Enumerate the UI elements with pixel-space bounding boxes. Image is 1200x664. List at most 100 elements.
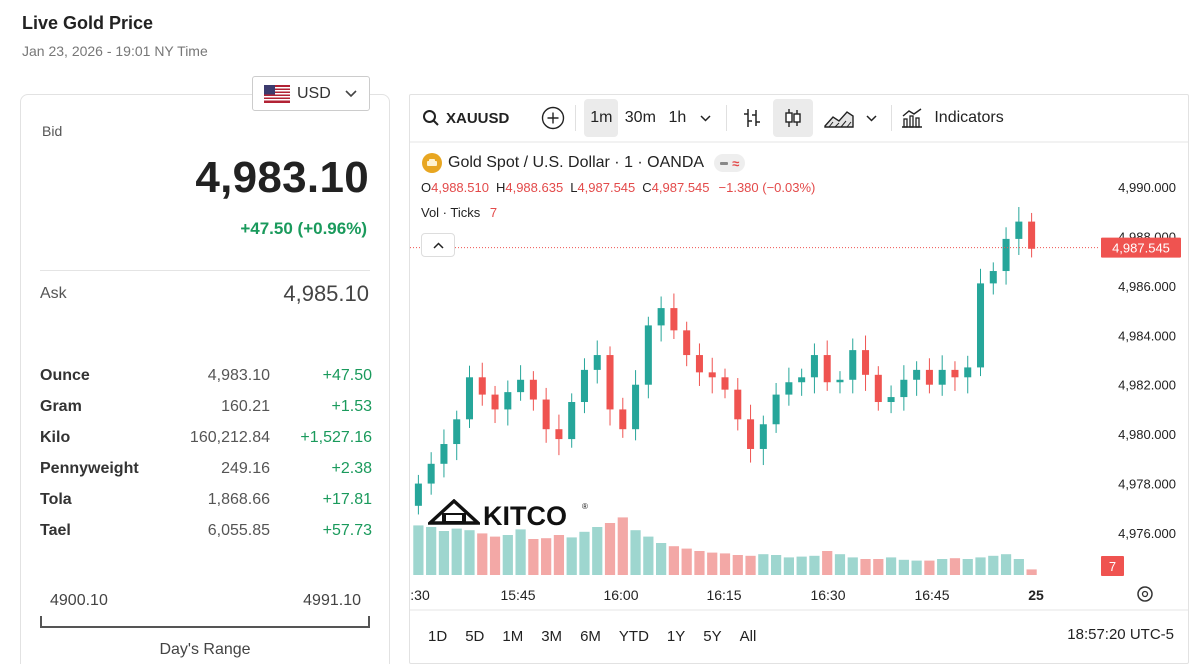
symbol-search-button[interactable]: XAUUSD xyxy=(422,99,509,137)
candle-body xyxy=(414,483,422,506)
unit-row: Gram 160.21 +1.53 xyxy=(40,391,372,422)
volume-bar xyxy=(796,556,807,575)
range-button[interactable]: 5Y xyxy=(703,627,722,645)
candle-body xyxy=(542,399,550,430)
bar-style-button[interactable] xyxy=(735,99,769,137)
unit-price: 249.16 xyxy=(221,459,270,477)
candle-body xyxy=(529,379,537,400)
legend-toggle[interactable]: ≈ xyxy=(714,154,746,172)
volume-bar xyxy=(515,529,526,575)
candle-body xyxy=(1002,238,1010,272)
range-button[interactable]: 1Y xyxy=(666,627,686,645)
candle-body xyxy=(913,369,921,380)
unit-change: +57.73 xyxy=(322,521,372,539)
day-range-label: Day's Range xyxy=(159,641,251,658)
candle-body xyxy=(887,397,895,403)
interval-1h-button[interactable]: 1h xyxy=(662,99,692,137)
candle-body xyxy=(951,369,959,378)
volume-bar xyxy=(553,535,565,575)
currency-label: USD xyxy=(297,84,331,102)
candle-body xyxy=(504,392,512,410)
area-style-button[interactable] xyxy=(819,99,859,137)
range-button[interactable]: 3M xyxy=(541,627,563,645)
interval-30m-button[interactable]: 30m xyxy=(618,99,662,137)
range-button[interactable]: 6M xyxy=(580,627,601,645)
chevron-down-icon xyxy=(345,87,357,101)
ohlc-bars-icon xyxy=(744,109,761,127)
chart-clock: 18:57:20 UTC-5 xyxy=(1067,626,1174,643)
gold-price-panel: Bid 4,983.10 +47.50 (+0.96%) Ask 4,985.1… xyxy=(20,94,390,664)
interval-1m-button[interactable]: 1m xyxy=(584,99,619,137)
price-chart[interactable]: 4,990.0004,988.0004,986.0004,984.0004,98… xyxy=(410,95,1189,664)
day-range-bar xyxy=(40,616,370,628)
volume-bar xyxy=(451,528,462,575)
chevron-down-icon xyxy=(700,114,711,122)
range-button[interactable]: 5D xyxy=(465,627,485,645)
interval-dropdown-button[interactable] xyxy=(692,99,718,137)
volume-bar xyxy=(975,557,986,575)
volume-value: 7 xyxy=(489,205,498,220)
volume-bar xyxy=(592,527,603,575)
unit-price: 4,983.10 xyxy=(207,366,270,384)
candle-body xyxy=(976,283,985,368)
unit-change: +2.38 xyxy=(331,459,372,477)
x-tick-label: 15:45 xyxy=(500,587,535,603)
unit-row: Pennyweight 249.16 +2.38 xyxy=(40,453,372,484)
volume-bar xyxy=(898,559,909,575)
range-button[interactable]: 1D xyxy=(428,627,448,645)
volume-bar xyxy=(834,554,846,575)
volume-bar xyxy=(502,535,513,575)
candle-body xyxy=(989,271,997,284)
volume-bar xyxy=(617,517,628,575)
unit-change: +1,527.16 xyxy=(300,428,372,446)
candle-body xyxy=(427,463,435,484)
interval-label: 30m xyxy=(624,109,656,126)
range-button[interactable]: All xyxy=(739,627,757,645)
symbol-title: Gold Spot / U.S. Dollar · 1 · OANDA xyxy=(448,154,705,171)
volume-bar xyxy=(1013,559,1024,575)
compare-symbol-button[interactable] xyxy=(539,99,567,137)
candle-body xyxy=(568,402,576,440)
candle-body xyxy=(874,374,882,403)
last-price-tag xyxy=(1101,237,1181,258)
x-tick-label: 16:00 xyxy=(603,587,638,603)
chart-style-dropdown[interactable] xyxy=(859,99,883,137)
unit-row: Tola 1,868.66 +17.81 xyxy=(40,484,372,515)
open-label: O xyxy=(421,180,432,195)
currency-select[interactable]: USD xyxy=(252,76,370,111)
collapse-legend-button[interactable] xyxy=(421,233,455,257)
unit-name: Gram xyxy=(40,397,82,415)
candle-body xyxy=(747,419,755,449)
volume-bar xyxy=(681,548,692,575)
volume-legend: Vol · Ticks 7 xyxy=(421,205,497,220)
page-title: Live Gold Price xyxy=(22,13,154,33)
range-button[interactable]: 1M xyxy=(502,627,524,645)
x-tick-label: 16:15 xyxy=(706,587,741,603)
x-tick-label: 25 xyxy=(1028,587,1044,603)
y-tick-label: 4,976.000 xyxy=(1118,526,1176,541)
toolbar-divider xyxy=(891,105,893,131)
unit-name: Tola xyxy=(40,490,72,508)
volume-bar xyxy=(566,537,577,575)
volume-bar xyxy=(694,551,705,575)
indicators-button[interactable]: Indicators xyxy=(900,99,1004,137)
candle-body xyxy=(695,355,703,373)
unit-name: Pennyweight xyxy=(40,459,139,477)
volume-bar xyxy=(885,557,897,575)
candle-body xyxy=(823,355,831,383)
candle-body xyxy=(478,377,486,395)
chart-settings-icon[interactable] xyxy=(1137,586,1153,602)
candle-body xyxy=(580,369,588,403)
candle-body xyxy=(798,377,806,383)
volume-bar xyxy=(809,555,820,575)
candle-body xyxy=(606,355,614,410)
ohlc-legend: O4,988.510 H4,988.635 L4,987.545 C4,987.… xyxy=(421,180,815,195)
candle-style-button[interactable] xyxy=(773,99,814,137)
range-button[interactable]: YTD xyxy=(618,627,649,645)
volume-bar xyxy=(707,552,718,575)
day-range-high: 4991.10 xyxy=(303,592,361,609)
volume-bar xyxy=(438,531,450,575)
candle-body xyxy=(555,429,563,440)
candle-body xyxy=(593,355,601,370)
candle-body xyxy=(670,308,678,331)
